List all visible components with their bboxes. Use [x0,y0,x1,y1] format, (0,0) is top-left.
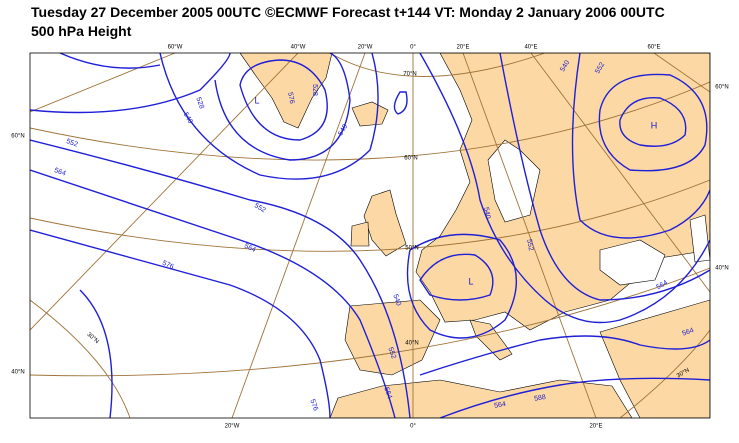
baltic [487,139,541,223]
graticule-label: 60°N [404,156,417,162]
contour-label: 528 [311,84,318,96]
contour-label: 528 [194,96,205,109]
contour-label: 564 [494,401,507,410]
contour-label: 564 [53,167,66,178]
black-sea [599,239,666,286]
contour-label: 552 [65,138,78,149]
longitude-label: 60°W [168,45,183,51]
title: Tuesday 27 December 2005 00UTC ©ECMWF Fo… [31,4,665,20]
longitude-label: 0° [410,424,416,430]
subtitle: 500 hPa Height [31,23,132,39]
contour-label: 576 [286,92,295,105]
contour-label: 540 [391,293,402,306]
contour-label: 552 [386,346,397,359]
latitude-label: 40°N [11,370,24,376]
graticule-label: 70°N [403,72,416,78]
graticule-label: 50°N [405,246,418,252]
map-area [30,53,710,418]
latitude-label: 60°N [11,134,24,140]
contour-label: 552 [253,202,267,214]
latitude-label: 40°N [715,266,728,272]
longitude-label: 60°E [647,45,660,51]
greenland [239,53,333,129]
africa [329,379,633,418]
longitude-label: 40°E [524,45,537,51]
graticule-label: 40°N [405,341,418,347]
longitude-label: 20°E [456,45,469,51]
longitude-label: 20°E [589,424,602,430]
contour-label: 540 [559,59,571,73]
longitude-label: 0° [410,45,416,51]
latitude-label: 60°N [715,85,728,91]
contour-label: 540 [482,207,491,220]
contour-label: 564 [382,386,393,399]
pressure-center: L [468,276,473,286]
contour-label: 576 [308,398,319,411]
contour-label: 552 [525,239,534,252]
longitude-label: 40°W [291,45,306,51]
contour-label: 552 [594,61,606,75]
britain [363,189,407,257]
longitude-label: 20°W [225,424,240,430]
middle-east [599,299,710,418]
pressure-center: H [651,120,658,130]
contour-label: 588 [534,394,547,403]
contour-label: 564 [243,243,257,254]
graticule-label: 30°N [676,368,691,380]
contour-label: 576 [161,260,175,271]
longitude-label: 20°W [358,45,373,51]
contour-label: 564 [655,279,669,291]
iceland [351,101,389,127]
pressure-center: L [254,95,259,105]
contours [30,53,710,418]
contour-label: 540 [182,111,194,125]
ireland [350,221,370,247]
frame [29,52,711,419]
contour-label: 564 [681,327,694,338]
contour-label: 540 [337,123,349,137]
